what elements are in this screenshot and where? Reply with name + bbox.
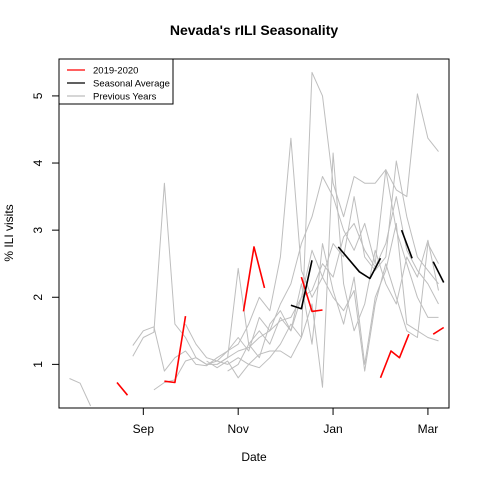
series-line-previous-years-1: [69, 137, 439, 407]
series-line-2019-2020: [116, 246, 445, 396]
series-line-previous-years-4: [185, 71, 439, 365]
series-previous-years-4: [185, 71, 439, 365]
x-axis-label: Date: [241, 450, 267, 464]
series-previous-years-2: [132, 93, 439, 372]
series-line-previous-years-5: [206, 152, 439, 388]
series-line-previous-years-7: [227, 243, 439, 372]
y-axis-label: % ILI visits: [2, 204, 16, 261]
series-line-previous-years-6: [216, 222, 439, 365]
legend-label-2019-2020: 2019-2020: [93, 66, 138, 77]
y-tick-label: 5: [31, 92, 45, 99]
y-tick-label: 1: [31, 361, 45, 368]
series-layer: [69, 71, 445, 407]
legend-label-seasonal-average: Seasonal Average: [93, 79, 170, 90]
x-tick-label: Jan: [323, 422, 342, 436]
x-tick-label: Nov: [228, 422, 249, 436]
series-line-previous-years-2: [132, 93, 439, 372]
legend-label-previous-years: Previous Years: [93, 92, 157, 103]
y-tick-label: 4: [31, 159, 45, 166]
y-tick-label: 2: [31, 294, 45, 301]
x-axis: Sep Nov Jan Mar: [133, 407, 439, 436]
y-tick-label: 3: [31, 226, 45, 233]
series-previous-years-7: [227, 243, 439, 372]
series-line-seasonal-average: [290, 229, 445, 310]
legend: 2019-2020 Seasonal Average Previous Years: [58, 58, 174, 105]
series-seasonal-average: [290, 229, 445, 310]
x-tick-label: Sep: [133, 422, 155, 436]
series-previous-years-1: [69, 137, 439, 407]
x-tick-label: Mar: [418, 422, 439, 436]
chart-title: Nevada's rILI Seasonality: [170, 22, 339, 38]
series-previous-years-5: [206, 152, 439, 388]
series-2019-2020: [116, 246, 445, 396]
series-previous-years-6: [216, 222, 439, 365]
y-axis: 1 2 3 4 5: [31, 92, 60, 368]
